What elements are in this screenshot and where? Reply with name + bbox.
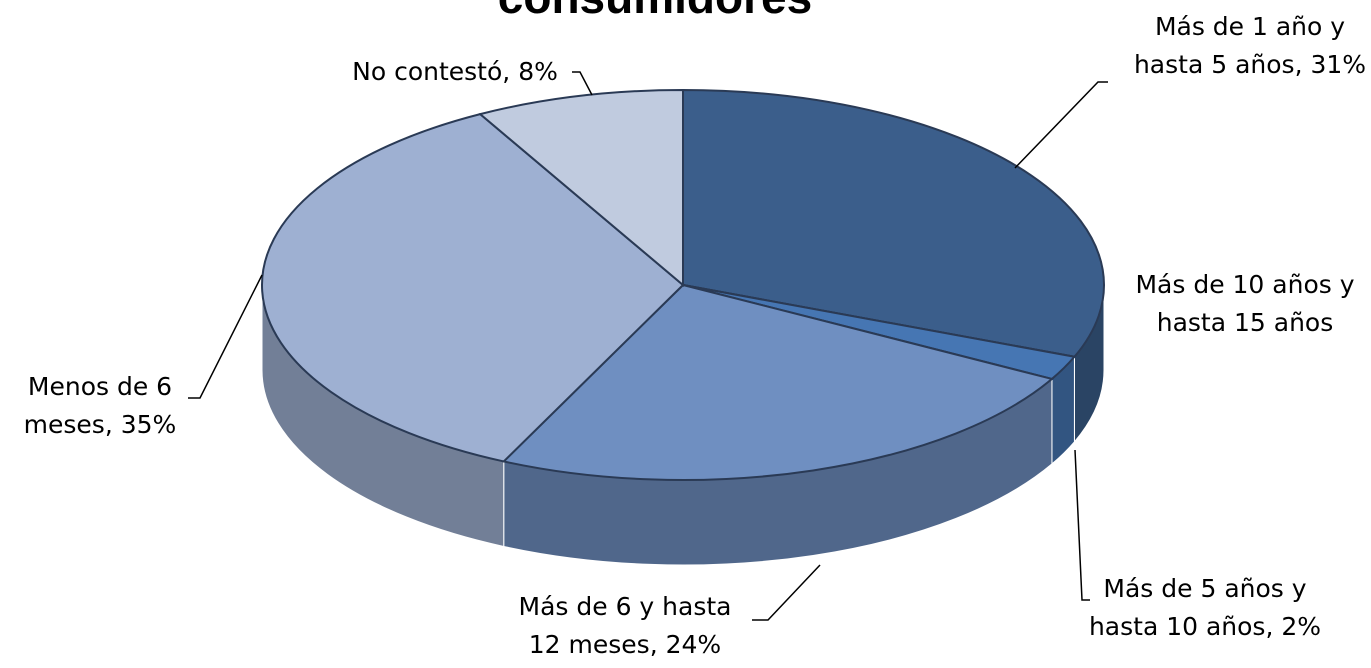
data-label: No contestó, 8% [352,57,558,86]
data-label: Más de 5 años y hasta 10 años, 2% [1088,574,1322,641]
leader-lines [188,71,1108,621]
chart-title: consumidores [0,0,1310,24]
pie-slice [261,113,685,463]
data-label: Menos de 6 meses, 35% [23,372,177,439]
pie-slice [682,88,1105,358]
data-label: Más de 1 año y hasta 5 años, 31% [1133,12,1367,79]
pie-slice [478,88,684,288]
data-label: Más de 6 y hasta 12 meses, 24% [518,592,732,659]
pie-slice [501,283,1055,481]
data-label: Más de 10 años y hasta 15 años [1135,270,1355,337]
